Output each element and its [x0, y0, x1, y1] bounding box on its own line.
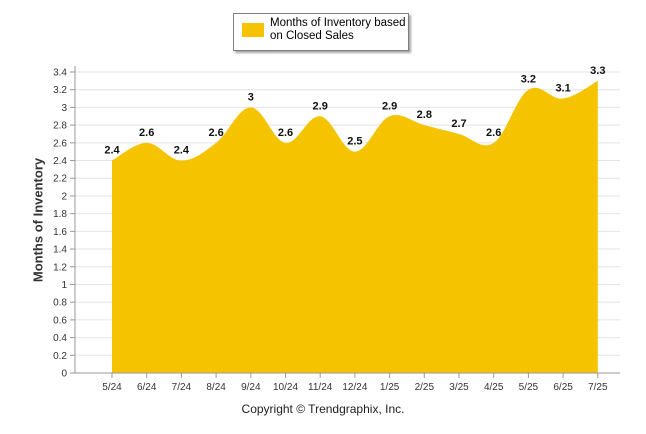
data-label: 2.6	[139, 127, 154, 139]
x-tick-label: 5/25	[519, 382, 539, 393]
data-label: 2.7	[451, 118, 466, 130]
x-tick-label: 6/24	[137, 382, 157, 393]
legend: Months of Inventory based on Closed Sale…	[233, 13, 409, 51]
copyright-text: Copyright © Trendgraphix, Inc.	[241, 402, 405, 416]
data-label: 2.9	[382, 100, 397, 112]
y-tick-label: 1.6	[53, 227, 67, 238]
y-tick-label: 1.2	[53, 262, 67, 273]
legend-swatch	[242, 23, 264, 37]
y-tick-label: 1.8	[53, 209, 67, 220]
y-tick-label: 3.4	[53, 68, 67, 79]
y-tick-label: 1	[61, 280, 67, 291]
y-tick-label: 0	[61, 369, 67, 380]
y-tick-label: 1.4	[53, 245, 67, 256]
x-tick-label: 10/24	[273, 382, 298, 393]
y-tick-label: 3	[61, 103, 67, 114]
x-tick-label: 7/25	[588, 382, 608, 393]
data-label: 2.4	[174, 145, 190, 157]
data-label: 2.6	[278, 127, 293, 139]
series-area-fill	[112, 80, 598, 374]
data-label: 2.8	[417, 109, 432, 121]
x-tick-label: 4/25	[484, 382, 504, 393]
y-axis: 0 0.2 0.4 0.6 0.8 1 1.2 1.4 1.6 1.8 2 2.2 2.4 2.6 2.8 3…	[53, 66, 76, 380]
x-tick-label: 8/24	[206, 382, 226, 393]
y-tick-label: 0.4	[53, 333, 67, 344]
series-area	[112, 80, 598, 374]
y-tick-label: 0.6	[53, 315, 67, 326]
legend-label: Months of Inventory based on Closed Sale…	[270, 17, 406, 42]
x-tick-label: 12/24	[342, 382, 367, 393]
data-label: 2.4	[104, 145, 120, 157]
y-tick-label: 0.8	[53, 298, 67, 309]
y-axis-title: Months of Inventory	[30, 157, 46, 283]
data-label: 3.1	[555, 83, 570, 95]
x-tick-label: 11/24	[308, 382, 333, 393]
x-axis: 5/24 6/24 7/24 8/24 9/24 10/24 11/24 12/24 1/25 2…	[75, 372, 620, 393]
data-label: 3.3	[590, 65, 605, 77]
data-label: 3.2	[521, 74, 536, 86]
data-label: 3	[248, 91, 254, 103]
x-tick-label: 7/24	[172, 382, 192, 393]
x-tick-label: 3/25	[449, 382, 469, 393]
data-label: 2.9	[313, 100, 328, 112]
y-tick-label: 3.2	[53, 85, 67, 96]
y-tick-label: 2.8	[53, 121, 67, 132]
y-tick-label: 2.4	[53, 156, 67, 167]
data-label: 2.6	[208, 127, 223, 139]
x-tick-label: 5/24	[102, 382, 122, 393]
y-tick-label: 0.2	[53, 351, 67, 362]
y-tick-label: 2.6	[53, 138, 67, 149]
y-tick-label: 2.2	[53, 174, 67, 185]
data-labels: 2.4 2.6 2.4 2.6 3 2.6 2.9 2.5 2.9 2.8 2.7 2.6 3.2 3.1…	[104, 65, 605, 157]
y-tick-label: 2	[61, 191, 67, 202]
x-tick-label: 2/25	[415, 382, 435, 393]
x-tick-label: 1/25	[380, 382, 400, 393]
x-tick-label: 9/24	[241, 382, 261, 393]
data-label: 2.6	[486, 127, 501, 139]
data-label: 2.5	[347, 136, 362, 148]
x-tick-label: 6/25	[553, 382, 573, 393]
